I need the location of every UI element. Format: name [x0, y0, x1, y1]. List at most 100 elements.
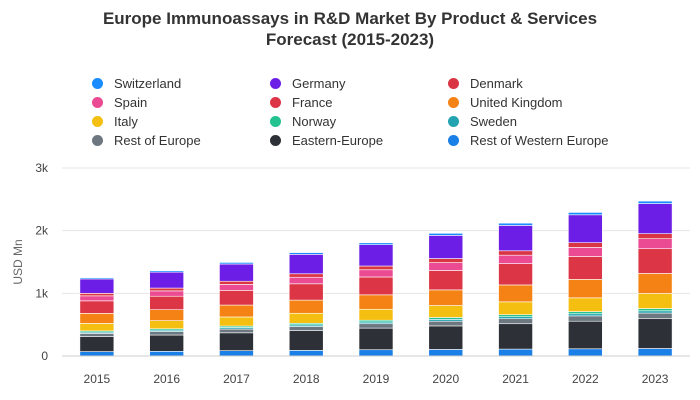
bar-segment-spain[interactable]: Spain 2019: 115 [358, 269, 394, 278]
bar-segment-rest-of-europe[interactable]: Rest of Europe 2016: 55 [149, 331, 184, 336]
bar-segment-switzerland[interactable]: Switzerland 2017: 25 [219, 262, 254, 265]
bar-segment-rest-of-europe[interactable]: Rest of Europe 2015: 50 [79, 333, 115, 337]
bar-segment-eastern-europe[interactable]: Eastern-Europe 2021: 405 [498, 323, 533, 350]
bar-segment-norway[interactable]: Norway 2023: 36 [637, 308, 673, 312]
bar-segment-france[interactable]: France 2018: 260 [288, 283, 324, 301]
bar-segment-italy[interactable]: Italy 2020: 190 [428, 305, 464, 318]
bar-segment-sweden[interactable]: Sweden 2022: 34 [568, 313, 603, 317]
bar-segment-france[interactable]: France 2015: 200 [79, 300, 115, 314]
bar-segment-spain[interactable]: Spain 2017: 95 [219, 284, 254, 291]
bar-segment-norway[interactable]: Norway 2022: 34 [568, 311, 603, 315]
bar-segment-spain[interactable]: Spain 2023: 160 [637, 238, 673, 250]
bar-segment-rest-of-western-europe[interactable]: Rest of Western Europe 2020: 105 [428, 349, 464, 357]
bar-segment-eastern-europe[interactable]: Eastern-Europe 2018: 315 [288, 330, 324, 351]
bar-segment-germany[interactable]: Germany 2016: 255 [149, 271, 184, 289]
bar-segment-france[interactable]: France 2019: 285 [358, 276, 394, 296]
bar-segment-eastern-europe[interactable]: Eastern-Europe 2019: 345 [358, 327, 394, 351]
bar-segment-germany[interactable]: Germany 2018: 310 [288, 254, 324, 275]
bar-segment-france[interactable]: France 2022: 365 [568, 256, 603, 280]
bar-segment-denmark[interactable]: Denmark 2023: 80 [637, 233, 673, 239]
bar-segment-switzerland[interactable]: Switzerland 2019: 30 [358, 242, 394, 246]
bar-segment-rest-of-europe[interactable]: Rest of Europe 2022: 85 [568, 315, 603, 322]
bar-segment-rest-of-europe[interactable]: Rest of Europe 2019: 70 [358, 323, 394, 329]
bar-segment-rest-of-western-europe[interactable]: Rest of Western Europe 2022: 115 [568, 348, 603, 357]
bar-segment-france[interactable]: France 2017: 235 [219, 290, 254, 306]
bar-segment-eastern-europe[interactable]: Eastern-Europe 2020: 375 [428, 325, 464, 350]
bar-segment-spain[interactable]: Spain 2015: 80 [79, 295, 115, 302]
legend-item-switzerland[interactable]: Switzerland [92, 74, 270, 93]
bar-segment-france[interactable]: France 2021: 340 [498, 263, 533, 286]
legend-item-eastern-europe[interactable]: Eastern-Europe [270, 131, 448, 150]
bar-segment-rest-of-western-europe[interactable]: Rest of Western Europe 2017: 85 [219, 350, 254, 357]
legend-item-sweden[interactable]: Sweden [448, 112, 648, 131]
bar-segment-germany[interactable]: Germany 2017: 275 [219, 263, 254, 282]
bar-segment-switzerland[interactable]: Switzerland 2021: 36 [498, 222, 533, 226]
bar-segment-denmark[interactable]: Denmark 2018: 55 [288, 273, 324, 278]
legend-item-rest-of-western-europe[interactable]: Rest of Western Europe [448, 131, 648, 150]
bar-segment-spain[interactable]: Spain 2018: 105 [288, 276, 324, 285]
bar-segment-denmark[interactable]: Denmark 2015: 40 [79, 293, 115, 297]
legend-item-germany[interactable]: Germany [270, 74, 448, 93]
bar-segment-rest-of-europe[interactable]: Rest of Europe 2023: 90 [637, 312, 673, 320]
bar-segment-rest-of-europe[interactable]: Rest of Europe 2018: 65 [288, 326, 324, 331]
bar-segment-switzerland[interactable]: Switzerland 2018: 28 [288, 252, 324, 255]
bar-segment-united-kingdom[interactable]: United Kingdom 2017: 190 [219, 304, 254, 318]
bar-segment-germany[interactable]: Germany 2023: 480 [637, 203, 673, 234]
bar-segment-rest-of-western-europe[interactable]: Rest of Western Europe 2015: 70 [79, 351, 115, 357]
bar-segment-italy[interactable]: Italy 2021: 205 [498, 301, 533, 316]
bar-segment-denmark[interactable]: Denmark 2016: 45 [149, 287, 184, 292]
bar-segment-rest-of-europe[interactable]: Rest of Europe 2021: 80 [498, 318, 533, 325]
bar-segment-switzerland[interactable]: Switzerland 2015: 20 [79, 277, 115, 280]
bar-segment-united-kingdom[interactable]: United Kingdom 2016: 175 [149, 309, 184, 321]
legend-item-rest-of-europe[interactable]: Rest of Europe [92, 131, 270, 150]
bar-segment-united-kingdom[interactable]: United Kingdom 2015: 160 [79, 313, 115, 324]
bar-segment-united-kingdom[interactable]: United Kingdom 2022: 295 [568, 279, 603, 299]
bar-segment-rest-of-europe[interactable]: Rest of Europe 2020: 75 [428, 320, 464, 327]
bar-segment-germany[interactable]: Germany 2022: 445 [568, 214, 603, 243]
bar-segment-denmark[interactable]: Denmark 2022: 75 [568, 242, 603, 248]
bar-segment-eastern-europe[interactable]: Eastern-Europe 2023: 475 [637, 318, 673, 349]
bar-segment-denmark[interactable]: Denmark 2017: 50 [219, 280, 254, 285]
bar-segment-eastern-europe[interactable]: Eastern-Europe 2016: 260 [149, 334, 184, 352]
bar-segment-united-kingdom[interactable]: United Kingdom 2018: 210 [288, 299, 324, 314]
bar-segment-rest-of-western-europe[interactable]: Rest of Western Europe 2021: 110 [498, 348, 533, 357]
legend-item-norway[interactable]: Norway [270, 112, 448, 131]
bar-segment-rest-of-western-europe[interactable]: Rest of Western Europe 2023: 120 [637, 348, 673, 357]
bar-segment-switzerland[interactable]: Switzerland 2022: 38 [568, 212, 603, 216]
bar-segment-germany[interactable]: Germany 2015: 230 [79, 278, 115, 294]
legend-item-spain[interactable]: Spain [92, 93, 270, 112]
legend-item-denmark[interactable]: Denmark [448, 74, 648, 93]
bar-segment-rest-of-western-europe[interactable]: Rest of Western Europe 2016: 75 [149, 350, 184, 357]
bar-segment-italy[interactable]: Italy 2019: 175 [358, 308, 394, 321]
bar-segment-rest-of-western-europe[interactable]: Rest of Western Europe 2018: 90 [288, 350, 324, 357]
bar-segment-switzerland[interactable]: Switzerland 2020: 33 [428, 232, 464, 236]
bar-segment-germany[interactable]: Germany 2020: 370 [428, 235, 464, 259]
bar-segment-spain[interactable]: Spain 2022: 145 [568, 247, 603, 257]
legend-item-france[interactable]: France [270, 93, 448, 112]
bar-segment-spain[interactable]: Spain 2020: 125 [428, 262, 464, 271]
bar-segment-france[interactable]: France 2023: 395 [637, 248, 673, 274]
bar-segment-spain[interactable]: Spain 2016: 85 [149, 290, 184, 297]
bar-segment-denmark[interactable]: Denmark 2019: 60 [358, 265, 394, 271]
bar-segment-italy[interactable]: Italy 2017: 145 [219, 316, 254, 327]
bar-segment-switzerland[interactable]: Switzerland 2016: 22 [149, 270, 184, 273]
bar-segment-spain[interactable]: Spain 2021: 135 [498, 254, 533, 264]
bar-segment-eastern-europe[interactable]: Eastern-Europe 2022: 440 [568, 320, 603, 350]
bar-segment-italy[interactable]: Italy 2016: 130 [149, 320, 184, 330]
bar-segment-united-kingdom[interactable]: United Kingdom 2021: 270 [498, 284, 533, 303]
bar-segment-france[interactable]: France 2016: 215 [149, 295, 184, 310]
bar-segment-rest-of-western-europe[interactable]: Rest of Western Europe 2019: 100 [358, 349, 394, 357]
bar-segment-denmark[interactable]: Denmark 2021: 70 [498, 250, 533, 256]
bar-segment-italy[interactable]: Italy 2015: 120 [79, 323, 115, 332]
bar-segment-france[interactable]: France 2020: 310 [428, 270, 464, 291]
legend-item-united-kingdom[interactable]: United Kingdom [448, 93, 648, 112]
bar-segment-united-kingdom[interactable]: United Kingdom 2020: 250 [428, 289, 464, 306]
legend-item-italy[interactable]: Italy [92, 112, 270, 131]
bar-segment-germany[interactable]: Germany 2019: 340 [358, 244, 394, 267]
bar-segment-italy[interactable]: Italy 2022: 220 [568, 297, 603, 312]
bar-segment-denmark[interactable]: Denmark 2020: 65 [428, 258, 464, 263]
bar-segment-united-kingdom[interactable]: United Kingdom 2023: 320 [637, 273, 673, 294]
bar-segment-sweden[interactable]: Sweden 2023: 36 [637, 310, 673, 314]
bar-segment-united-kingdom[interactable]: United Kingdom 2019: 230 [358, 294, 394, 310]
bar-segment-sweden[interactable]: Sweden 2021: 32 [498, 316, 533, 320]
